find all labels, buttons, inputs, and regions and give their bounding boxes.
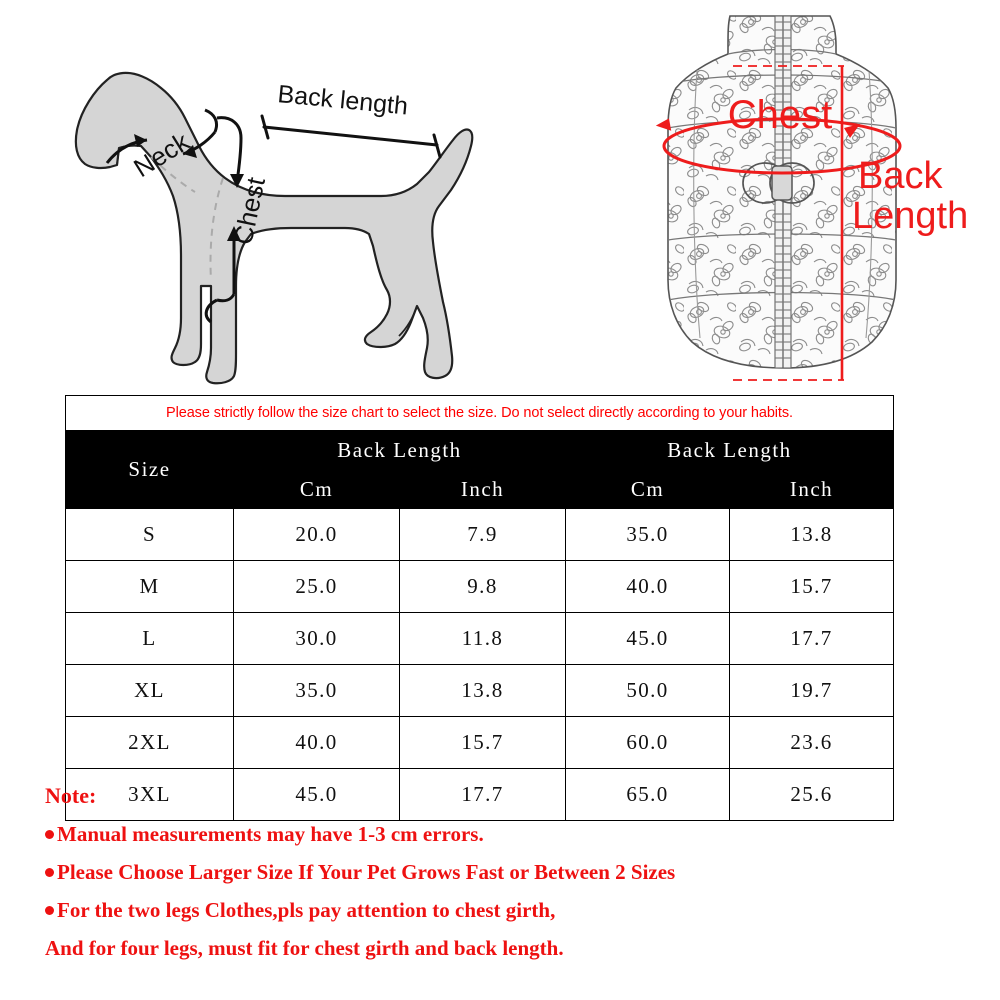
table-row: XL 35.0 13.8 50.0 19.7 [65, 664, 894, 717]
cell-size: 3XL [65, 768, 234, 821]
zipper-pull-icon [742, 162, 815, 204]
table-row: 2XL 40.0 15.7 60.0 23.6 [65, 716, 894, 769]
table-row: 3XL 45.0 17.7 65.0 25.6 [65, 768, 894, 821]
header-group-1-cm: Cm [233, 469, 400, 509]
cell-g2-inch: 19.7 [729, 664, 894, 717]
cell-g2-cm: 60.0 [565, 716, 730, 769]
cell-g2-cm: 50.0 [565, 664, 730, 717]
cell-g1-cm: 25.0 [233, 560, 400, 613]
garment-back-length-label-line1: Back [858, 155, 943, 197]
cell-g2-cm: 65.0 [565, 768, 730, 821]
cell-g2-inch: 15.7 [729, 560, 894, 613]
cell-g1-inch: 7.9 [399, 508, 566, 561]
cell-g1-cm: 45.0 [233, 768, 400, 821]
note-item: Please Choose Larger Size If Your Pet Gr… [45, 860, 965, 885]
note-text: For the two legs Clothes,pls pay attenti… [57, 898, 556, 922]
cell-size: 2XL [65, 716, 234, 769]
table-header-unit-row: Cm Inch Cm Inch [66, 469, 894, 509]
cell-g2-inch: 23.6 [729, 716, 894, 769]
table-row: S 20.0 7.9 35.0 13.8 [65, 508, 894, 561]
bullet-icon [45, 868, 54, 877]
table-row: M 25.0 9.8 40.0 15.7 [65, 560, 894, 613]
girth-guide-lines [150, 156, 224, 281]
cell-size: XL [65, 664, 234, 717]
cell-g1-inch: 13.8 [399, 664, 566, 717]
dog-silhouette [74, 71, 474, 385]
note-text: Manual measurements may have 1-3 cm erro… [57, 822, 484, 846]
table-row: L 30.0 11.8 45.0 17.7 [65, 612, 894, 665]
header-size: Size [65, 430, 234, 509]
header-group-2: Back Length [565, 430, 894, 470]
table-header-group-row: Size Back Length Back Length [65, 430, 894, 509]
header-group-1: Back Length [233, 430, 566, 470]
header-group-2-inch: Inch [729, 469, 894, 509]
garment-chest-label: Chest [728, 93, 833, 137]
chest-girth-arrow [204, 116, 244, 324]
bullet-icon [45, 906, 54, 915]
cell-g1-inch: 11.8 [399, 612, 566, 665]
cell-g1-cm: 30.0 [233, 612, 400, 665]
pet-vest-diagram: Chest Back Length [580, 8, 1000, 392]
cell-g2-inch: 25.6 [729, 768, 894, 821]
header-group-1-inch: Inch [399, 469, 566, 509]
note-item: Manual measurements may have 1-3 cm erro… [45, 822, 965, 847]
header-group-2-cm: Cm [565, 469, 730, 509]
cell-size: S [65, 508, 234, 561]
garment-back-length-label-line2: Length [852, 195, 968, 237]
illustration-band: Back length Neck Chest [0, 0, 1000, 392]
notes-title: Note: [45, 783, 97, 808]
back-length-dimension [260, 114, 442, 159]
chest-annotation [655, 117, 902, 175]
cell-size: M [65, 560, 234, 613]
dog-back-length-label: Back length [276, 80, 409, 120]
cell-g1-cm: 40.0 [233, 716, 400, 769]
table-notice-row: Please strictly follow the size chart to… [65, 395, 894, 431]
cell-g2-inch: 13.8 [729, 508, 894, 561]
cell-g2-cm: 40.0 [565, 560, 730, 613]
cell-g2-inch: 17.7 [729, 612, 894, 665]
cell-g2-cm: 45.0 [565, 612, 730, 665]
cell-g1-inch: 9.8 [399, 560, 566, 613]
size-chart-notice: Please strictly follow the size chart to… [65, 395, 894, 431]
bullet-icon [45, 830, 54, 839]
cell-g1-inch: 17.7 [399, 768, 566, 821]
cell-size: L [65, 612, 234, 665]
note-item: For the two legs Clothes,pls pay attenti… [45, 898, 965, 923]
neck-girth-arrow [105, 108, 219, 164]
cell-g2-cm: 35.0 [565, 508, 730, 561]
back-length-annotation [733, 65, 844, 381]
note-text: Please Choose Larger Size If Your Pet Gr… [57, 860, 676, 884]
note-item: And for four legs, must fit for chest gi… [45, 936, 965, 961]
dog-measurement-diagram: Back length Neck Chest [55, 18, 475, 388]
cell-g1-inch: 15.7 [399, 716, 566, 769]
note-text: And for four legs, must fit for chest gi… [45, 936, 564, 960]
size-chart-table: Please strictly follow the size chart to… [65, 395, 894, 821]
cell-g1-cm: 35.0 [233, 664, 400, 717]
cell-g1-cm: 20.0 [233, 508, 400, 561]
size-chart-table-container: Please strictly follow the size chart to… [65, 395, 894, 821]
notes-section: Note: Manual measurements may have 1-3 c… [45, 783, 965, 974]
